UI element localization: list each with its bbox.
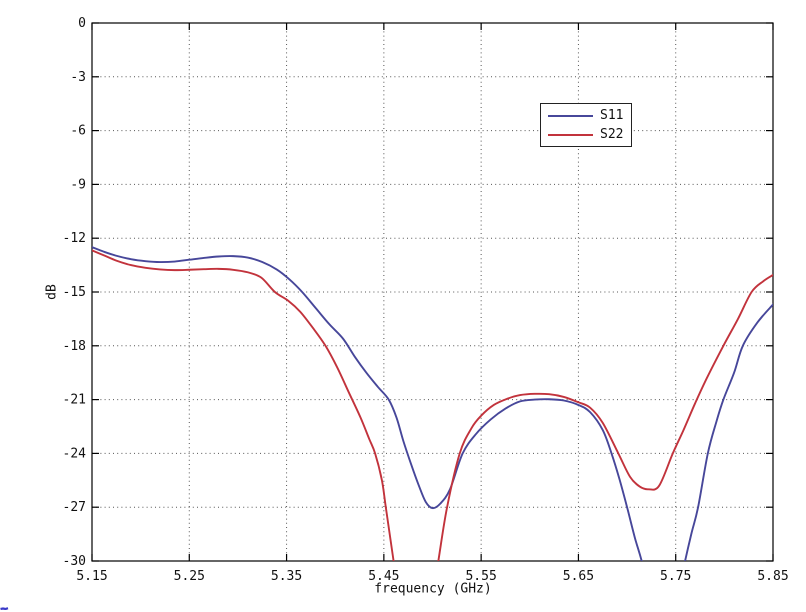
y-tick-label: -18 — [63, 339, 86, 354]
x-tick-label: 5.55 — [465, 569, 496, 584]
y-tick-label: -12 — [63, 231, 86, 246]
y-tick-label: -27 — [63, 500, 86, 515]
x-tick-label: 5.65 — [563, 569, 594, 584]
legend-label-s22: S22 — [600, 127, 624, 142]
curves — [92, 246, 773, 561]
corner-artifact — [0, 607, 9, 610]
legend-item-s22: S22 — [541, 125, 631, 144]
y-tick-label: -3 — [70, 70, 86, 85]
tick-labels: 5.15 5.25 5.35 5.45 5.55 5.65 5.75 5.85 0 -3 -6 -9 -… — [63, 16, 789, 584]
y-tick-label: -15 — [63, 285, 86, 300]
axis-frame — [91, 22, 774, 562]
s22-line-swatch — [548, 133, 593, 136]
legend-label-s11: S11 — [600, 108, 624, 123]
legend-item-s11: S11 — [541, 106, 631, 125]
y-tick-label: 0 — [78, 16, 86, 31]
x-tick-label: 5.15 — [76, 569, 107, 584]
x-tick-label: 5.75 — [660, 569, 691, 584]
legend: S11 S22 — [540, 103, 632, 147]
y-tick-label: -24 — [63, 446, 87, 461]
y-tick-label: -21 — [63, 393, 86, 408]
x-tick-label: 5.45 — [368, 569, 399, 584]
x-tick-label: 5.35 — [271, 569, 302, 584]
x-tick-label: 5.85 — [757, 569, 788, 584]
s22-curve — [92, 249, 773, 561]
grid — [92, 23, 773, 561]
y-tick-label: -6 — [70, 124, 86, 139]
x-tick-label: 5.25 — [174, 569, 205, 584]
y-tick-label: -30 — [63, 554, 86, 569]
y-axis-label: dB — [44, 284, 60, 300]
x-axis-label: frequency (GHz) — [374, 581, 492, 597]
s11-curve — [92, 246, 773, 561]
y-tick-label: -9 — [70, 177, 86, 192]
s11-line-swatch — [548, 114, 593, 117]
